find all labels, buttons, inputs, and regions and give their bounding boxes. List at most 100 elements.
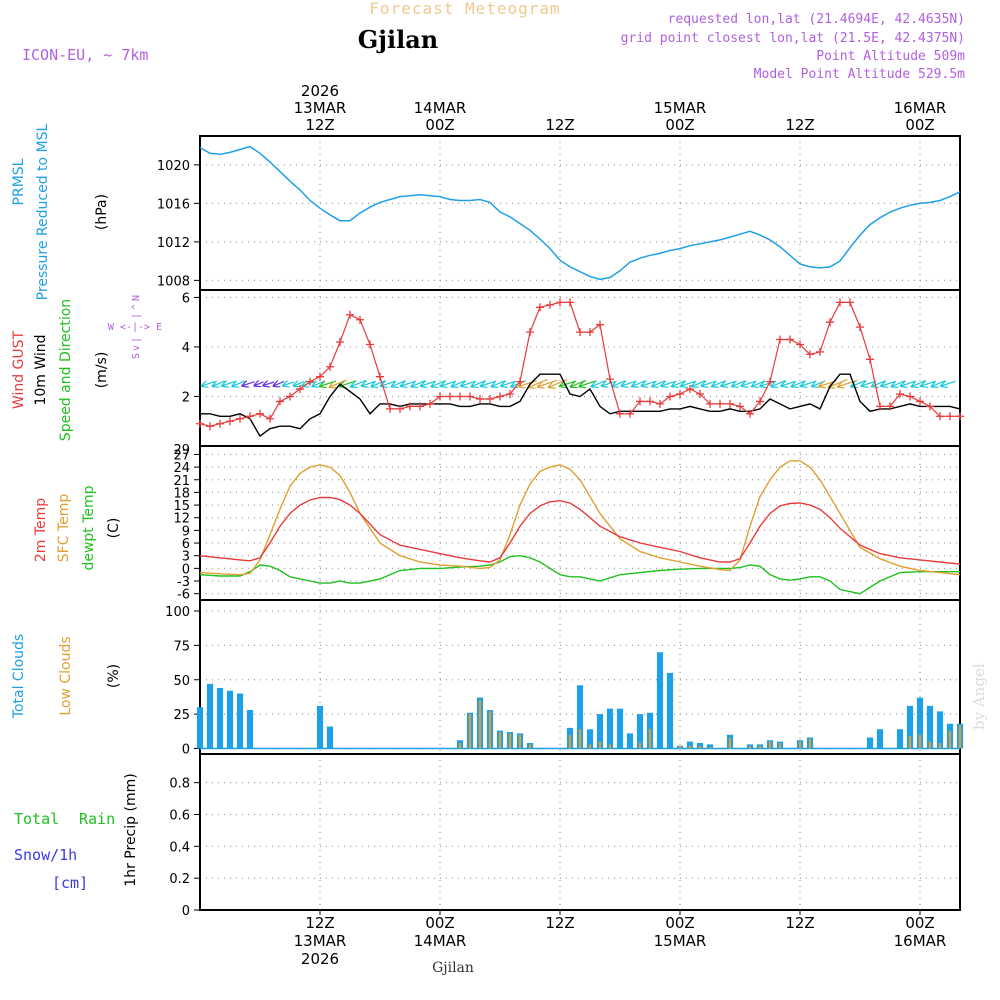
wind-gust-point xyxy=(736,402,744,411)
wind-gust-point xyxy=(826,318,834,327)
wind-gust-point xyxy=(926,402,934,411)
total-cloud-bar xyxy=(616,708,624,749)
wind-gust-point xyxy=(666,392,674,401)
pressure-line xyxy=(199,145,961,281)
time-label-bottom: 16MAR xyxy=(894,932,947,950)
panels: 1008101210161020246-6-303691215182124272… xyxy=(157,135,964,919)
temp-2m-label: 2m Temp xyxy=(33,498,49,562)
wind-gust-point xyxy=(296,385,304,394)
total-cloud-bar xyxy=(686,741,694,749)
wind-gust-point xyxy=(506,390,514,398)
wind-direction-arrow xyxy=(242,382,255,386)
snow-label: Snow/1h xyxy=(14,846,77,864)
low-cloud-bar xyxy=(938,743,942,749)
wind-gust-point xyxy=(206,422,214,431)
low-cloud-bar xyxy=(468,714,472,749)
wind-speed-dir-label: Speed and Direction xyxy=(58,299,74,441)
temperature-ytick-label: 3 xyxy=(182,550,190,565)
wind-gust-point xyxy=(876,402,884,411)
pressure-panel: 1008 1012 1016 1020 xyxy=(157,135,961,291)
wind-gust-point xyxy=(946,412,954,421)
total-cloud-bar xyxy=(206,683,214,749)
low-cloud-bar xyxy=(798,741,802,749)
wind-10m-label: 10m Wind xyxy=(33,334,49,405)
dewpt-temp-line xyxy=(199,554,960,595)
wind-gust-point xyxy=(886,402,894,411)
time-label-bottom: 00Z xyxy=(425,914,454,932)
low-cloud-bar xyxy=(758,745,762,749)
wind-labels: Wind GUST 10m Wind Speed and Direction (… xyxy=(11,295,162,441)
temperature-ytick-label: 21 xyxy=(173,474,190,489)
precip-ytick-label: 0.6 xyxy=(169,808,190,823)
precip-frame xyxy=(199,753,961,911)
clouds-ytick-label: 0 xyxy=(182,743,190,758)
low-cloud-bar xyxy=(608,744,612,749)
temperature-ytick-label: 9 xyxy=(182,524,190,539)
wind-unit: (m/s) xyxy=(94,352,110,389)
compass-we: W <-|-> E xyxy=(108,322,162,333)
time-label-top: 12Z xyxy=(785,116,814,134)
wind-gust-point xyxy=(536,303,544,312)
wind-gust-point xyxy=(456,392,464,401)
cloud-labels: Total Clouds Low Clouds (%) xyxy=(11,634,122,719)
wind-gust-point xyxy=(866,355,874,364)
wind-gust-point xyxy=(266,414,274,423)
total-cloud-bar xyxy=(316,705,324,749)
wind-gust-point xyxy=(836,298,844,307)
wind-ytick-label: 4 xyxy=(182,341,190,356)
clouds-ytick-label: 50 xyxy=(173,674,190,689)
wind-gust-point xyxy=(606,375,614,384)
wind-direction-arrow xyxy=(274,381,285,385)
clouds-ytick-label: 100 xyxy=(165,605,190,620)
wind-gust-point xyxy=(786,335,794,344)
temperature-ytick-label-top: 29 xyxy=(173,443,190,458)
precip-ytick-label: 0 xyxy=(182,904,190,919)
wind-gust-point xyxy=(336,338,344,346)
wind-direction-arrow xyxy=(255,382,264,386)
total-cloud-bar xyxy=(926,705,934,749)
temperature-ytick-label: 15 xyxy=(173,499,190,514)
wind-gust-line xyxy=(199,301,960,427)
wind-gust-point xyxy=(446,392,454,401)
compass-bar-bottom: | xyxy=(131,337,142,343)
wind-direction-arrow xyxy=(702,381,716,385)
sfc-temp-line xyxy=(199,460,961,576)
low-cloud-bar xyxy=(638,743,642,749)
wind-gust-point xyxy=(896,390,904,398)
time-label-bottom: 14MAR xyxy=(414,932,467,950)
wind-gust-point xyxy=(656,399,664,408)
requested-coords: requested lon,lat (21.4694E, 42.4635N) xyxy=(668,12,965,27)
low-cloud-bar xyxy=(708,747,712,749)
low-cloud-bar xyxy=(688,745,692,749)
clouds-ytick-label: 75 xyxy=(173,639,190,654)
wind-gust-point xyxy=(326,362,334,371)
location-name: Gjilan xyxy=(358,25,438,54)
wind-gust-point xyxy=(686,385,694,394)
2m-temp-line xyxy=(199,496,961,565)
total-cloud-bar xyxy=(666,672,674,749)
pressure-msl-label: Pressure Reduced to MSL xyxy=(35,123,51,300)
rain-label: Rain xyxy=(79,810,115,828)
wind-direction-arrow xyxy=(538,379,558,386)
wind-frame xyxy=(199,289,961,447)
low-cloud-bar xyxy=(928,741,932,749)
compass-down: v xyxy=(131,345,142,351)
pressure-frame xyxy=(199,135,961,291)
pressure-labels: PRMSL Pressure Reduced to MSL (hPa) xyxy=(11,123,110,300)
wind-direction-arrow xyxy=(202,382,216,386)
clouds-panel: 0 25 50 75 100 xyxy=(165,599,964,758)
compass-rose: N ^ | W <-|-> E | v S xyxy=(108,295,162,359)
low-clouds-label: Low Clouds xyxy=(58,636,74,715)
low-cloud-bar xyxy=(508,733,512,749)
wind-gust-point xyxy=(616,409,624,418)
wind-direction-arrow xyxy=(862,381,876,385)
pressure-ytick-label: 1012 xyxy=(157,236,190,251)
precip-unit-label: 1hr Precip (mm) xyxy=(123,773,139,886)
precip-ytick-label: 0.2 xyxy=(169,872,190,887)
low-cloud-bar xyxy=(458,743,462,749)
precip-labels: Total Rain Snow/1h [cm] 1hr Precip (mm) xyxy=(14,773,139,892)
low-cloud-bar xyxy=(588,744,592,749)
low-cloud-bar xyxy=(648,729,652,749)
time-label-bottom: 12Z xyxy=(545,914,574,932)
total-cloud-bar xyxy=(626,733,634,749)
